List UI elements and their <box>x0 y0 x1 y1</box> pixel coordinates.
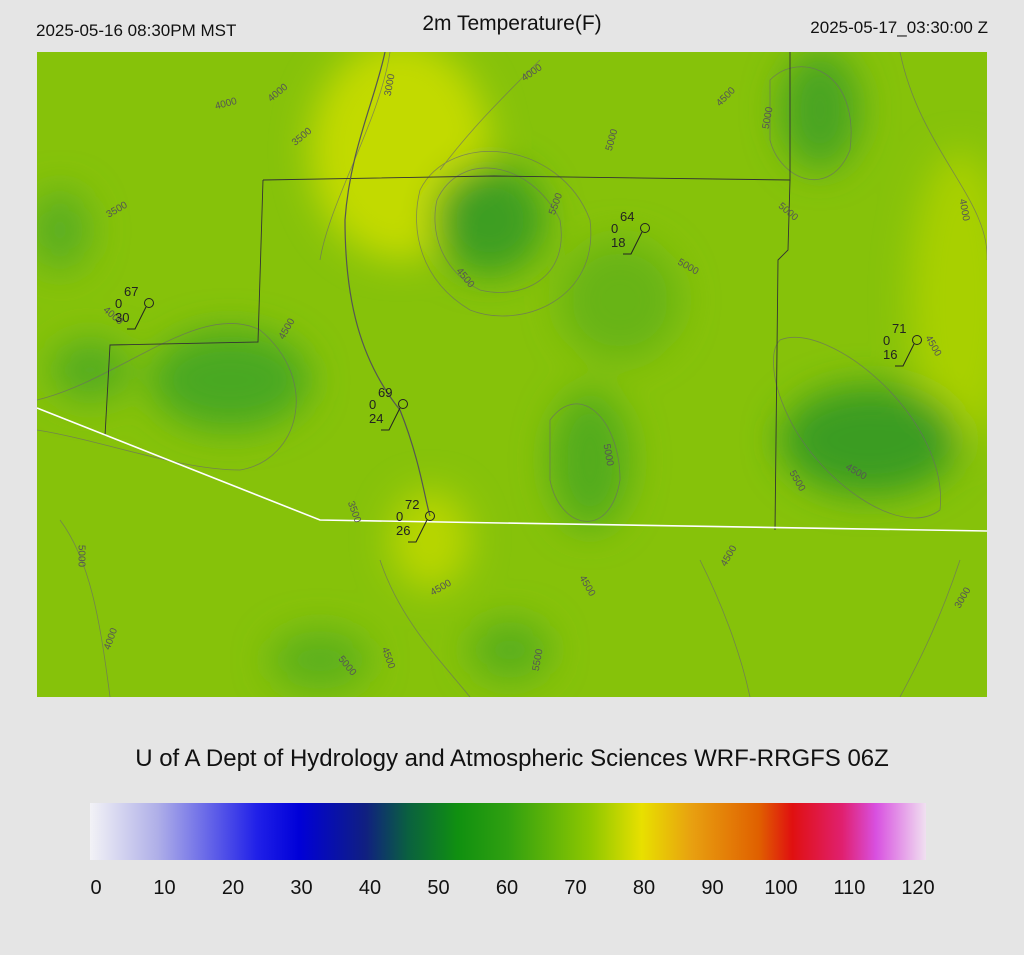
wind-speed: 0 <box>883 333 890 348</box>
colorbar-tick-label: 90 <box>701 877 723 899</box>
contour-label: 4000 <box>957 198 972 222</box>
county-lines <box>104 52 791 531</box>
colorbar-tick-label: 40 <box>359 877 381 899</box>
wind-speed: 0 <box>115 296 122 311</box>
dewpoint: 18 <box>611 235 625 250</box>
contour-label: 5500 <box>531 648 546 672</box>
colorbar-tick-label: 0 <box>90 877 101 899</box>
colorbar-tick-label: 80 <box>633 877 655 899</box>
contour-label: 3000 <box>383 73 398 97</box>
dewpoint: 16 <box>883 347 897 362</box>
contour-label: 5000 <box>75 545 86 568</box>
title: 2m Temperature(F) <box>422 12 601 35</box>
wind-speed: 0 <box>611 221 618 236</box>
station-circle <box>398 399 408 409</box>
credit: U of A Dept of Hydrology and Atmospheric… <box>135 745 889 772</box>
colorbar-tick-label: 50 <box>427 877 449 899</box>
station-circle <box>912 335 922 345</box>
colorbar-tick-label: 70 <box>564 877 586 899</box>
river <box>344 52 431 517</box>
colorbar <box>90 803 926 860</box>
colorbar-tick-label: 10 <box>153 877 175 899</box>
temperature: 67 <box>124 284 138 299</box>
wind-barb <box>127 306 147 330</box>
wind-barb <box>408 519 428 543</box>
temperature: 69 <box>378 385 392 400</box>
valid-local: 2025-05-16 08:30PM MST <box>36 21 236 40</box>
colorbar-tick-label: 110 <box>834 877 866 899</box>
station-circle <box>640 223 650 233</box>
field <box>37 52 987 690</box>
wind-barb <box>895 343 915 367</box>
contour-label: 5000 <box>601 443 616 467</box>
wind-speed: 0 <box>369 397 376 412</box>
colorbar-ticks: 0 10 20 30 40 50 60 70 80 90 100 110 120 <box>90 877 934 899</box>
state-line <box>37 407 987 532</box>
dewpoint: 30 <box>115 310 129 325</box>
temperature: 72 <box>405 497 419 512</box>
wind-barb <box>623 231 643 255</box>
wind-barb <box>381 407 401 431</box>
station-circle <box>144 298 154 308</box>
valid-utc: 2025-05-17_03:30:00 Z <box>810 18 988 37</box>
colorbar-tick-label: 120 <box>901 877 934 899</box>
contour-label: 5000 <box>761 106 776 130</box>
dewpoint: 24 <box>369 411 383 426</box>
colorbar-tick-label: 100 <box>764 877 797 899</box>
colorbar-tick-label: 20 <box>222 877 244 899</box>
contours <box>37 52 987 697</box>
temperature: 71 <box>892 321 906 336</box>
dewpoint: 26 <box>396 523 410 538</box>
wind-speed: 0 <box>396 509 403 524</box>
temperature: 64 <box>620 209 634 224</box>
colorbar-tick-label: 60 <box>496 877 518 899</box>
station-circle <box>425 511 435 521</box>
colorbar-tick-label: 30 <box>290 877 312 899</box>
